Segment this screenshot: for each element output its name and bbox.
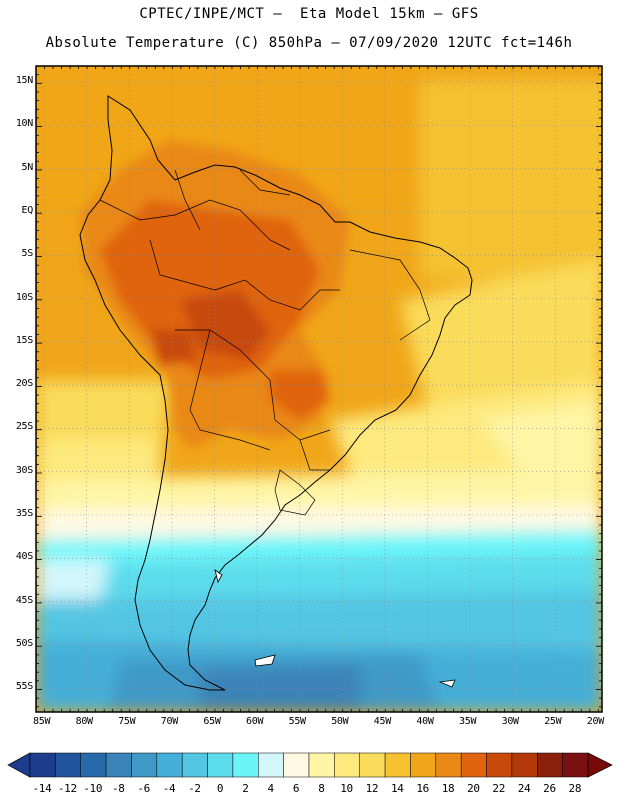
map-frame (35, 65, 603, 713)
lat-label: 40S (15, 551, 33, 563)
colorbar-label: -6 (137, 782, 150, 795)
islands (214, 569, 456, 688)
colorbar-label: 14 (390, 782, 404, 795)
colorbar-label: -12 (57, 782, 77, 795)
colorbar-label: 8 (318, 782, 325, 795)
colorbar-label: -10 (83, 782, 103, 795)
colorbar-swatch (181, 752, 208, 778)
colorbar-swatch (207, 752, 234, 778)
coastline (79, 95, 473, 691)
colorbar-label: 26 (543, 782, 556, 795)
lat-label: 25S (15, 421, 33, 433)
lon-label: 70W (160, 716, 178, 727)
colorbar-swatch (156, 752, 183, 778)
colorbar-under-arrow (7, 752, 31, 778)
lat-label: 5N (21, 161, 34, 173)
lon-label: 40W (416, 716, 434, 727)
colorbar-swatch (334, 752, 360, 778)
colorbar-label: 0 (216, 782, 224, 795)
colorbar-swatch (562, 752, 589, 778)
colorbar-swatch (486, 752, 513, 778)
colorbar-label: 22 (492, 782, 506, 795)
colorbar-label: 24 (517, 782, 531, 795)
lat-label: 50S (15, 637, 33, 649)
colorbar-label: 28 (568, 782, 582, 795)
lon-label: 65W (203, 716, 221, 727)
lon-label: 35W (459, 716, 477, 727)
colorbar-swatch (460, 752, 487, 778)
lon-label: 75W (118, 716, 136, 727)
colorbar-swatch (435, 752, 462, 778)
country-borders (99, 169, 431, 516)
lon-label: 55W (288, 716, 306, 727)
colorbar-swatch (80, 752, 107, 778)
lat-label: 15S (15, 334, 33, 346)
colorbar-swatch (410, 752, 437, 778)
lat-label: 10S (15, 291, 33, 303)
colorbar-swatch (29, 752, 56, 778)
colorbar-label: 20 (467, 782, 480, 795)
lat-label: 20S (15, 378, 33, 390)
lon-label: 80W (75, 716, 93, 727)
lat-label: EQ (21, 204, 34, 216)
colorbar-swatch (131, 752, 158, 778)
colorbar-over-arrow (587, 752, 613, 778)
colorbar (7, 752, 613, 778)
colorbar-label: 16 (416, 782, 429, 795)
temperature-field (36, 66, 602, 712)
lon-label: 45W (373, 716, 391, 727)
colorbar-label: 10 (340, 782, 353, 795)
lon-label: 85W (33, 716, 51, 727)
colorbar-label: -14 (32, 782, 52, 795)
lon-label: 20W (586, 716, 604, 727)
colorbar-swatch (384, 752, 411, 778)
lon-label: 25W (544, 716, 562, 727)
lat-label: 45S (15, 594, 33, 606)
lon-label: 50W (331, 716, 349, 727)
lon-label: 60W (246, 716, 264, 727)
colorbar-swatch (55, 752, 81, 778)
colorbar-label: -8 (111, 782, 125, 795)
colorbar-label: 4 (267, 782, 275, 795)
lat-label: 15N (15, 75, 33, 86)
colorbar-label: 18 (441, 782, 455, 795)
lat-label: 10N (15, 118, 33, 130)
colorbar-label: 12 (365, 782, 379, 795)
lon-label: 30W (501, 716, 519, 727)
colorbar-swatch (511, 752, 538, 778)
lat-label: 55S (15, 681, 33, 693)
colorbar-label: 2 (242, 782, 249, 795)
colorbar-swatch (232, 752, 259, 778)
colorbar-swatch (308, 752, 335, 778)
colorbar-label: -4 (162, 782, 176, 795)
map-title-line2: Absolute Temperature (C) 850hPa – 07/09/… (45, 35, 573, 51)
colorbar-swatch (283, 752, 310, 778)
colorbar-swatch (359, 752, 386, 778)
lat-label: 5S (21, 248, 34, 260)
colorbar-swatch (537, 752, 563, 778)
colorbar-label: -2 (188, 782, 201, 795)
lat-label: 30S (15, 464, 33, 476)
map-title-line1: CPTEC/INPE/MCT – Eta Model 15km – GFS (139, 6, 479, 22)
colorbar-label: 6 (292, 782, 300, 795)
lat-label: 35S (15, 508, 33, 519)
colorbar-swatch (105, 752, 132, 778)
colorbar-swatch (258, 752, 284, 778)
axis-ticks (35, 65, 602, 712)
